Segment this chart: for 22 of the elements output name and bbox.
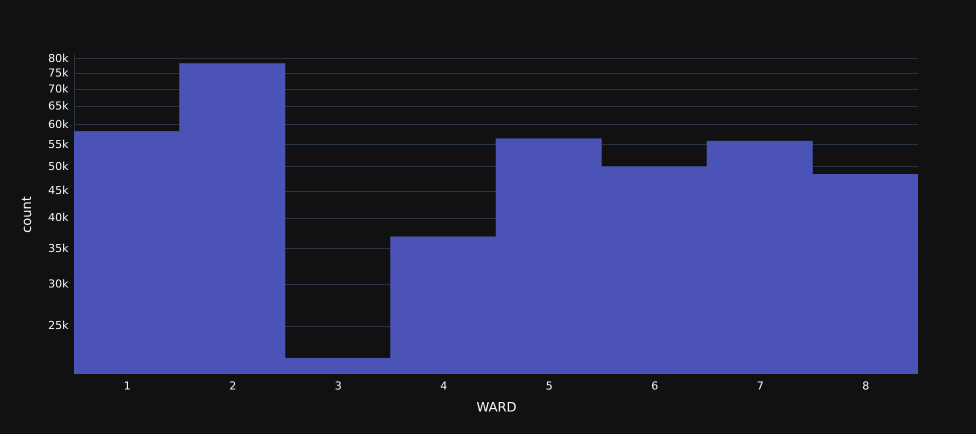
y-tick-label: 45k xyxy=(48,184,70,198)
y-tick-label: 65k xyxy=(48,100,70,113)
y-tick-label: 35k xyxy=(48,242,70,255)
y-tick-label: 50k xyxy=(48,160,70,173)
y-axis-title: count xyxy=(20,196,36,233)
y-tick-label: 60k xyxy=(48,118,70,131)
x-tick-label: 7 xyxy=(756,380,764,392)
y-tick-label: 80k xyxy=(48,52,70,65)
y-tick-label: 40k xyxy=(48,211,70,224)
x-tick-label: 8 xyxy=(862,380,870,392)
y-tick-label: 25k xyxy=(48,319,70,332)
y-tick-label: 55k xyxy=(48,138,70,151)
x-tick-label: 2 xyxy=(229,380,236,392)
x-tick-label: 1 xyxy=(124,380,131,392)
x-axis-title: WARD xyxy=(476,400,517,416)
x-tick-label: 5 xyxy=(546,380,553,392)
x-tick-label: 3 xyxy=(334,380,342,392)
x-tick-label: 6 xyxy=(651,380,658,392)
x-tick-label: 4 xyxy=(440,380,448,392)
y-tick-label: 30k xyxy=(48,277,70,290)
y-tick-label: 75k xyxy=(48,66,70,80)
y-tick-label: 70k xyxy=(48,82,70,96)
